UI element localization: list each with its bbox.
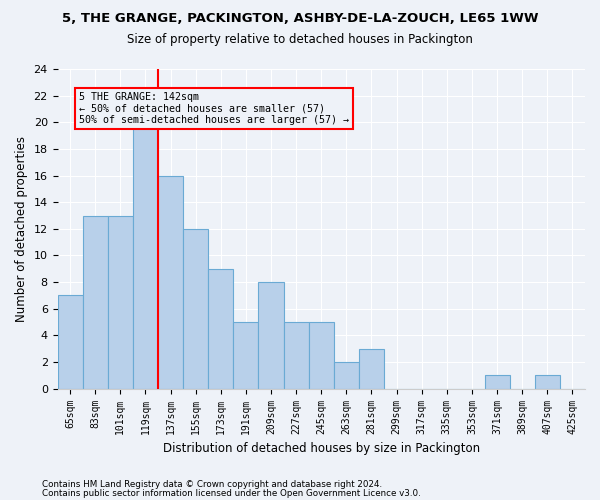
X-axis label: Distribution of detached houses by size in Packington: Distribution of detached houses by size …: [163, 442, 480, 455]
Text: Contains public sector information licensed under the Open Government Licence v3: Contains public sector information licen…: [42, 488, 421, 498]
Y-axis label: Number of detached properties: Number of detached properties: [15, 136, 28, 322]
Bar: [183, 229, 208, 388]
Text: 5, THE GRANGE, PACKINGTON, ASHBY-DE-LA-ZOUCH, LE65 1WW: 5, THE GRANGE, PACKINGTON, ASHBY-DE-LA-Z…: [62, 12, 538, 26]
Bar: [58, 296, 83, 388]
Bar: [284, 322, 309, 388]
Bar: [233, 322, 259, 388]
Bar: [83, 216, 108, 388]
Bar: [334, 362, 359, 388]
Bar: [309, 322, 334, 388]
Bar: [208, 269, 233, 388]
Bar: [535, 376, 560, 388]
Text: Contains HM Land Registry data © Crown copyright and database right 2024.: Contains HM Land Registry data © Crown c…: [42, 480, 382, 489]
Bar: [133, 122, 158, 388]
Text: 5 THE GRANGE: 142sqm
← 50% of detached houses are smaller (57)
50% of semi-detac: 5 THE GRANGE: 142sqm ← 50% of detached h…: [79, 92, 349, 125]
Bar: [158, 176, 183, 388]
Bar: [485, 376, 509, 388]
Text: Size of property relative to detached houses in Packington: Size of property relative to detached ho…: [127, 32, 473, 46]
Bar: [359, 348, 384, 389]
Bar: [108, 216, 133, 388]
Bar: [259, 282, 284, 389]
